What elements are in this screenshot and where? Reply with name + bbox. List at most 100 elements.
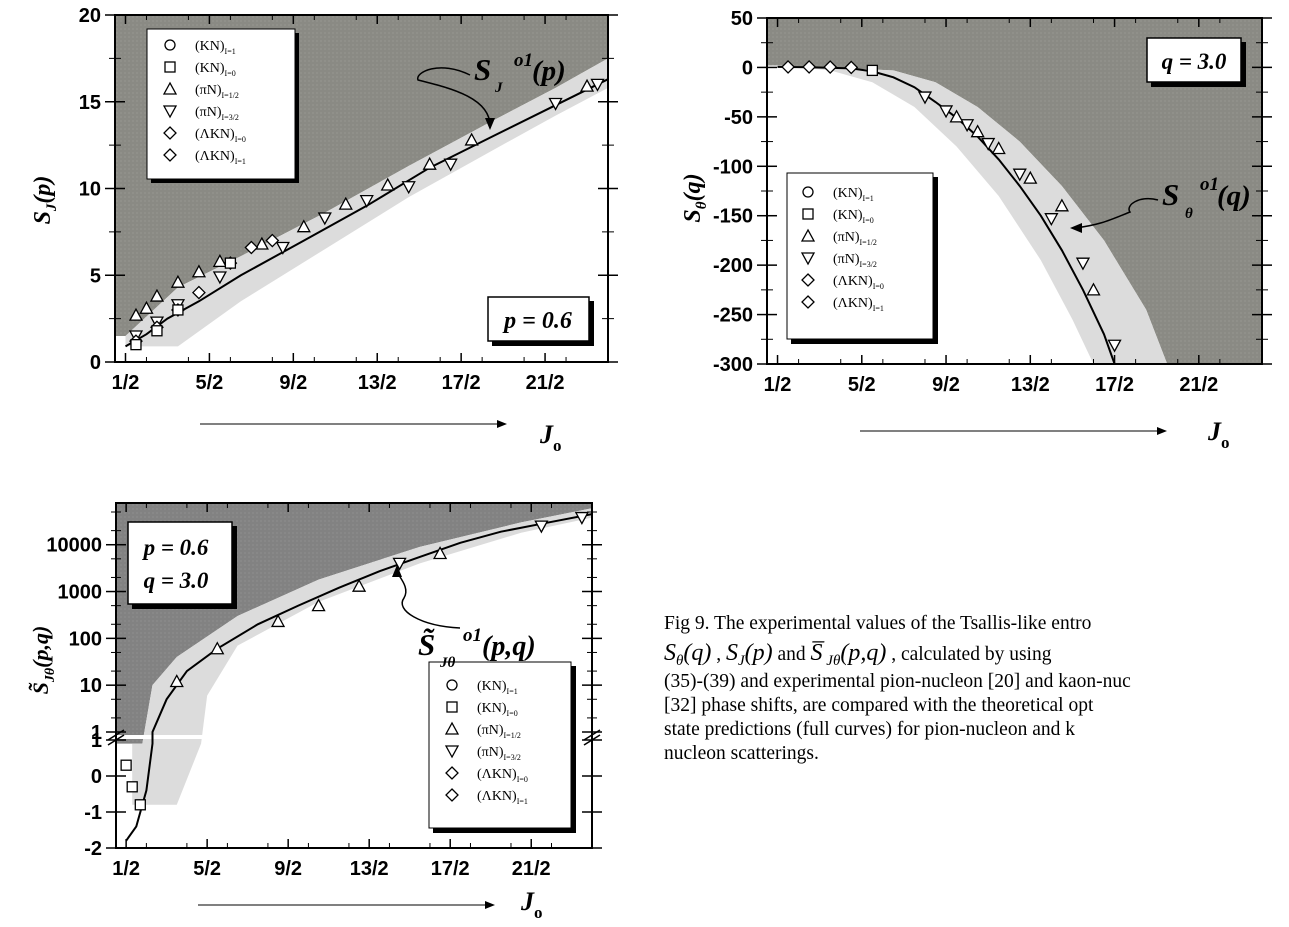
panel1-curve-annotation: S J o1 (p): [417, 50, 566, 130]
panel3-theory-curve: [125, 513, 592, 842]
caption-line-2: Sθ(q) , SJ(p) and S̅ Jθ(p,q) , calculate…: [664, 640, 1052, 669]
data-point: [1107, 339, 1122, 353]
panel1-data-points: [128, 78, 605, 351]
legend-marker: [802, 208, 814, 220]
panel2-y-axis-label: Sθ(q): [680, 173, 710, 222]
panel2-param-text: q = 3.0: [1162, 49, 1227, 74]
caption-line-5: state predictions (full curves) for pion…: [664, 719, 1075, 740]
svg-text:S̃: S̃: [418, 627, 435, 662]
panel3-y-tick-label: 1: [91, 722, 102, 744]
data-point: [212, 254, 227, 268]
panel2-legend: (KN)I=1(KN)I=0(πN)I=1/2(πN)I=3/2(ΛKN)I=0…: [786, 172, 938, 344]
svg-text:θ: θ: [1185, 206, 1193, 222]
panel2-y-tick-labels: 50 0 -50 -100 -150 -200 -250 -300: [713, 8, 753, 376]
panel1-y-tick-label: 15: [79, 92, 101, 114]
panel2-x-axis-label: Jo: [860, 417, 1230, 452]
chart-panel-stheta: 1/2 5/2 9/2 13/2 17/2 21/2 50 0 -50 -100 -150 -200…: [680, 8, 1272, 452]
panel1-legend-item: (ΛKN)I=1: [163, 148, 246, 166]
svg-text:o1: o1: [514, 50, 533, 71]
panel2-x-tick-label: 1/2: [764, 374, 792, 396]
panel1-y-axis-label: SJ(p): [30, 176, 60, 225]
legend-label: (ΛKN)I=0: [195, 127, 246, 144]
panel3-param-q: q = 3.0: [144, 568, 209, 593]
panel2-y-tick-label: -50: [724, 107, 753, 129]
legend-marker: [446, 679, 458, 691]
data-point: [866, 64, 878, 77]
panel1-x-tick-label: 5/2: [195, 372, 223, 394]
legend-marker: [163, 126, 177, 140]
svg-text:(p,q): (p,q): [482, 631, 536, 662]
panel2-uncertainty-band: [777, 65, 1168, 364]
data-point: [1044, 213, 1059, 227]
data-point: [981, 137, 996, 151]
data-point: [134, 799, 146, 811]
data-point: [548, 97, 563, 111]
legend-label: (ΛKN)I=0: [477, 767, 528, 784]
panel2-y-tick-label: -250: [713, 305, 753, 327]
data-point: [172, 304, 184, 316]
data-point: [574, 511, 589, 525]
panel1-y-tick-label: 0: [90, 352, 101, 374]
panel3-x-axis-label: Jo: [198, 887, 543, 922]
panel3-y-tick-label: 100: [69, 628, 102, 650]
panel1-ticks: [105, 14, 618, 363]
panel1-x-tick-label: 21/2: [526, 372, 565, 394]
panel2-param-box: q = 3.0: [1146, 37, 1246, 87]
data-point: [151, 325, 163, 337]
data-point: [844, 60, 859, 75]
data-point: [130, 338, 142, 351]
panel2-y-tick-label: 0: [742, 57, 753, 79]
data-point: [120, 759, 132, 771]
data-point: [265, 233, 280, 248]
svg-text:Jo: Jo: [520, 887, 543, 922]
svg-text:S: S: [474, 52, 491, 87]
data-point: [802, 60, 817, 74]
data-point: [380, 177, 395, 191]
svg-text:(p): (p): [532, 55, 566, 87]
panel1-legend: (KN)I=1(KN)I=0(πN)I=1/2(πN)I=3/2(ΛKN)I=0…: [146, 28, 299, 183]
data-point: [351, 578, 367, 592]
panel3-curve-annotation: S̃ Jθ o1 (p,q): [392, 565, 536, 671]
caption-line-1: Fig 9. The experimental values of the Ts…: [664, 613, 1092, 634]
panel1-x-tick-label: 1/2: [112, 372, 140, 394]
caption-line-6: nucleon scatterings.: [664, 743, 819, 764]
legend-marker: [444, 721, 460, 735]
panel1-param-text: p = 0.6: [502, 308, 572, 334]
panel1-x-tick-labels: 1/2 5/2 9/2 13/2 17/2 21/2: [112, 372, 565, 394]
legend-marker: [445, 788, 459, 802]
panel1-y-tick-label: 5: [90, 265, 101, 287]
data-point: [296, 219, 311, 233]
panel3-param-box: p = 0.6 q = 3.0: [127, 521, 237, 609]
panel3-ticks: [106, 503, 602, 849]
data-point: [917, 91, 933, 105]
panel3-data-points: [120, 511, 589, 811]
data-point: [224, 257, 237, 269]
legend-label: (ΛKN)I=0: [833, 274, 884, 291]
data-point: [534, 520, 549, 534]
panel2-data-points: [781, 60, 1122, 353]
panel3-legend: (KN)I=1(KN)I=0(πN)I=1/2(πN)I=3/2(ΛKN)I=0…: [428, 661, 576, 833]
data-point: [590, 78, 605, 92]
data-point: [210, 641, 225, 655]
data-point: [422, 156, 437, 170]
data-point: [212, 271, 227, 285]
legend-marker: [446, 701, 458, 713]
svg-text:o1: o1: [1200, 174, 1219, 195]
legend-marker: [800, 228, 816, 242]
panel3-x-tick-labels: 1/2 5/2 9/2 13/2 17/2 21/2: [112, 858, 550, 880]
data-point: [317, 212, 332, 226]
figure-caption: Fig 9. The experimental values of the Ts…: [664, 612, 1289, 792]
panel2-y-tick-label: -300: [713, 354, 753, 376]
panel3-axis-break-band: [116, 735, 592, 739]
panel3-y-tick-label: 0: [91, 766, 102, 788]
data-point: [991, 141, 1006, 155]
data-point: [139, 300, 154, 314]
data-point: [191, 285, 206, 300]
data-point: [1023, 170, 1038, 184]
data-point: [1012, 168, 1027, 182]
svg-text:o1: o1: [463, 625, 482, 646]
data-point: [443, 158, 458, 172]
data-point: [401, 181, 416, 195]
legend-marker: [800, 252, 816, 266]
